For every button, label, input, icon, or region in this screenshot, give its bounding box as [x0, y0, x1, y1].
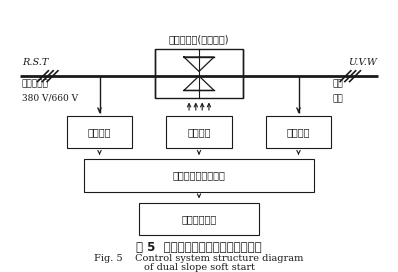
- Text: 三相交电源: 三相交电源: [22, 79, 49, 88]
- Text: 计算机模糊控制系统: 计算机模糊控制系统: [173, 171, 225, 180]
- Bar: [84, 159, 314, 192]
- Text: 启动: 启动: [332, 79, 343, 88]
- Bar: [139, 203, 259, 235]
- Bar: [66, 116, 132, 148]
- Text: 图 5  双斜坡软启动的控制系统结构图: 图 5 双斜坡软启动的控制系统结构图: [136, 241, 262, 254]
- Text: 电压检测: 电压检测: [88, 127, 111, 137]
- Text: 旁路接触器(正常运行): 旁路接触器(正常运行): [169, 34, 229, 44]
- Text: 键盘、显示器: 键盘、显示器: [181, 214, 217, 224]
- Text: Fig. 5    Control system structure diagram: Fig. 5 Control system structure diagram: [94, 254, 304, 264]
- Text: 380 V/660 V: 380 V/660 V: [22, 94, 78, 103]
- Text: 过程: 过程: [332, 94, 343, 103]
- Text: 驱动电器: 驱动电器: [187, 127, 211, 137]
- Text: of dual slope soft start: of dual slope soft start: [144, 263, 254, 272]
- Bar: [266, 116, 332, 148]
- Text: U.V.W: U.V.W: [348, 58, 377, 67]
- Bar: [166, 116, 232, 148]
- Text: R.S.T: R.S.T: [23, 58, 49, 67]
- Bar: [155, 49, 243, 98]
- Text: 电流检测: 电流检测: [287, 127, 310, 137]
